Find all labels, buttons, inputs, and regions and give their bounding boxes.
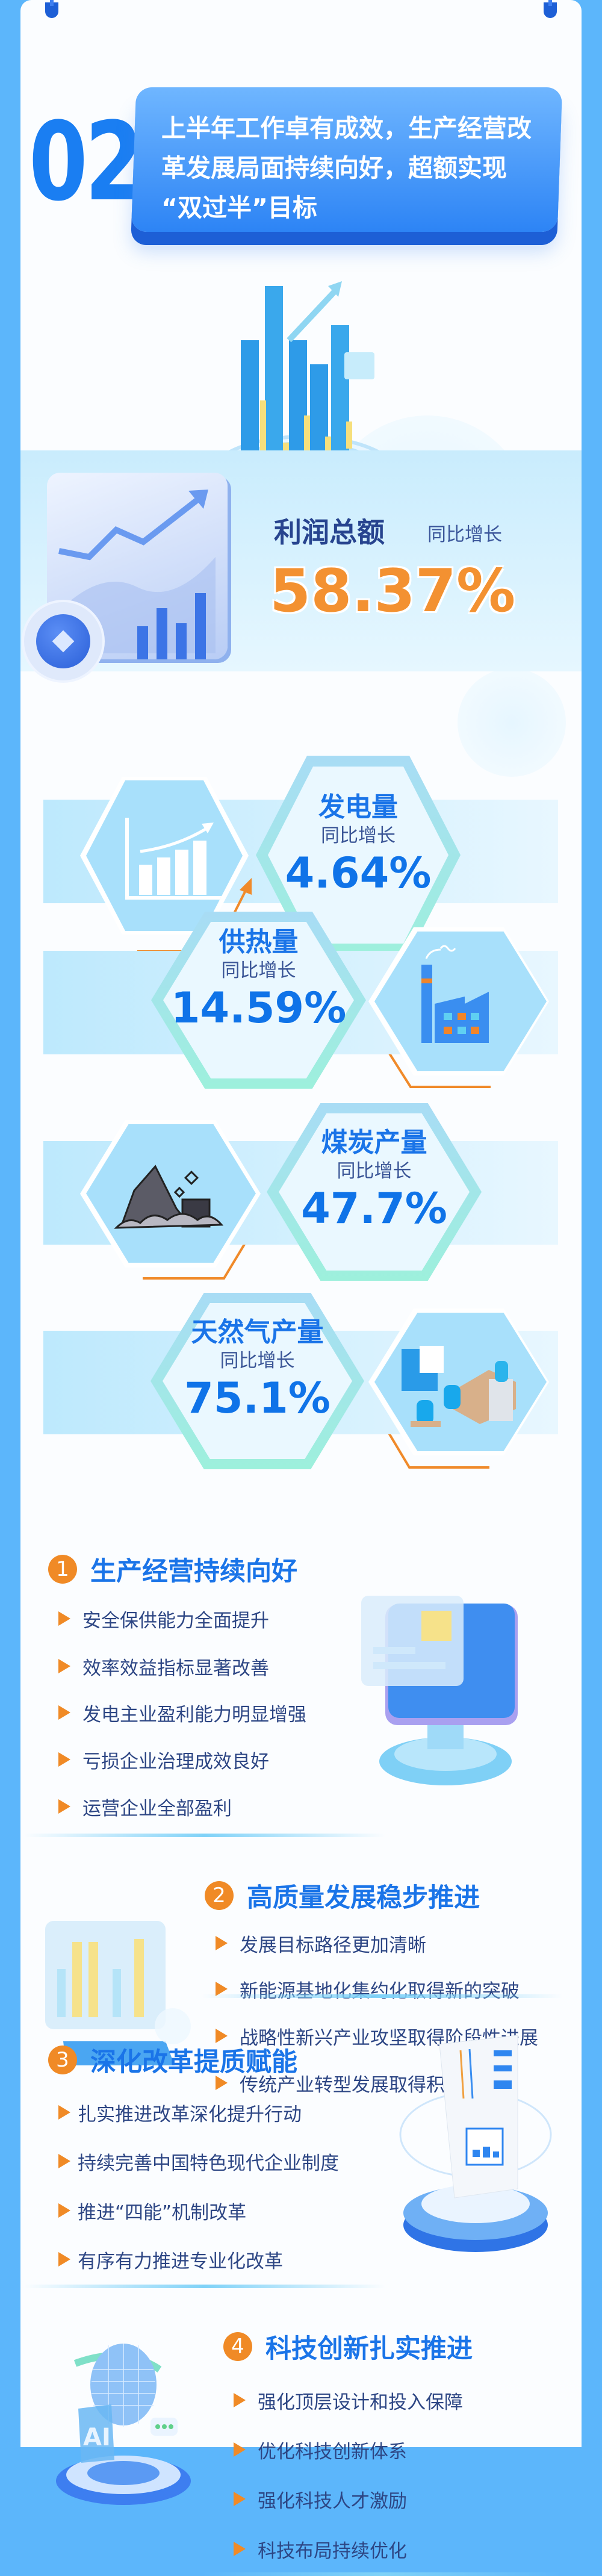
page-title: 上半年工作卓有成效，生产经营改 革发展局面持续向好，超额实现 “双过半”目标 [161, 108, 547, 228]
list-item: 科技布局持续优化 [234, 2536, 407, 2562]
bullet-triangle-icon [58, 1752, 70, 1767]
number-badge: 3 [48, 2046, 77, 2074]
stat-title: 天然气产量 [191, 1317, 324, 1348]
stat-title: 发电量 [318, 792, 398, 823]
bullet-triangle-icon [216, 2076, 228, 2090]
list-item: 战略性新兴产业攻坚取得阶段性进展 [216, 2023, 538, 2049]
stat-hex-coal: 煤炭产量 同比增长 47.7% [267, 1103, 482, 1281]
bar-board-illustration [45, 1921, 191, 2065]
title-line: 革发展局面持续向好，超额实现 [161, 154, 507, 182]
decor-bubble [458, 668, 566, 777]
list-item: 效率效益指标显著改善 [58, 1653, 269, 1679]
title-line: 上半年工作卓有成效，生产经营改 [161, 114, 532, 143]
stat-value: 47.7% [301, 1184, 447, 1233]
list-item: 强化科技人才激励 [234, 2486, 407, 2512]
stat-subtitle: 同比增长 [220, 1350, 295, 1372]
divider [24, 1834, 385, 1837]
bar-chart-icon [125, 818, 222, 900]
list-item: 新能源基地化集约化取得新的突破 [216, 1976, 520, 2002]
pin-icon [544, 0, 557, 18]
monitor-illustration [361, 1596, 518, 1785]
number-badge: 1 [48, 1555, 77, 1584]
pin-icon [45, 0, 58, 18]
bullet-triangle-icon [58, 1799, 70, 1814]
stat-value: 75.1% [184, 1374, 330, 1423]
stat-value: 4.64% [285, 848, 432, 898]
bullet-triangle-icon [58, 2252, 70, 2266]
number-badge: 2 [205, 1881, 234, 1910]
factory-icon [421, 945, 489, 1043]
list-item: 强化顶层设计和投入保障 [234, 2387, 463, 2413]
ai-label: AI [83, 2424, 111, 2451]
bullet-triangle-icon [58, 2105, 70, 2120]
stat-subtitle: 同比增长 [337, 1160, 412, 1182]
document-podium-illustration [399, 2035, 552, 2252]
list-item: 持续完善中国特色现代企业制度 [58, 2148, 339, 2174]
number-badge: 4 [223, 2332, 252, 2361]
list-item: 运营企业全部盈利 [58, 1793, 232, 1820]
stat-title: 供热量 [219, 927, 299, 957]
gas-plant-icon [402, 1346, 516, 1427]
divider [24, 2285, 385, 2288]
list-item: 亏损企业治理成效良好 [58, 1746, 269, 1773]
divider [202, 1994, 563, 1998]
bullet-triangle-icon [234, 2492, 246, 2506]
growth-chart-icon [47, 473, 228, 659]
ai-head-illustration: AI [54, 2333, 196, 2508]
section-title: 深化改革提质赋能 [90, 2047, 297, 2077]
bullet-triangle-icon [58, 1611, 70, 1626]
bullet-triangle-icon [234, 2393, 246, 2407]
profit-subtitle: 同比增长 [427, 524, 502, 546]
list-item: 优化科技创新体系 [234, 2436, 407, 2463]
list-item: 有序有力推进专业化改革 [58, 2246, 283, 2273]
stat-hex-power: 发电量 同比增长 4.64% [256, 756, 461, 954]
bullet-triangle-icon [216, 1936, 228, 1950]
bullet-triangle-icon [58, 1659, 70, 1673]
divider [202, 2572, 563, 2576]
profit-title: 利润总额 [274, 516, 385, 549]
bullet-triangle-icon [58, 2154, 70, 2168]
bullet-triangle-icon [58, 1705, 70, 1720]
list-item: 扎实推进改革深化提升行动 [58, 2099, 302, 2126]
profit-value: 58.37% [270, 557, 516, 626]
stat-value: 14.59% [170, 983, 347, 1033]
stat-title: 煤炭产量 [321, 1127, 427, 1158]
section-heading: 3 深化改革提质赋能 [48, 2041, 297, 2079]
section-title: 生产经营持续向好 [90, 1557, 297, 1587]
bullet-triangle-icon [234, 2442, 246, 2457]
list-item: 发展目标路径更加清晰 [216, 1930, 426, 1956]
section-title: 科技创新扎实推进 [265, 2334, 473, 2364]
stat-hex-heat: 供热量 同比增长 14.59% [151, 912, 366, 1089]
bullet-triangle-icon [216, 2029, 228, 2043]
stat-subtitle: 同比增长 [321, 825, 396, 847]
bullet-triangle-icon [216, 1982, 228, 1996]
coal-icon [114, 1165, 224, 1229]
list-item: 推进“四能”机制改革 [58, 2197, 246, 2224]
section-heading: 4 科技创新扎实推进 [223, 2328, 473, 2365]
section-heading: 2 高质量发展稳步推进 [205, 1877, 480, 1914]
section-number: 02 [29, 99, 144, 225]
section-title: 高质量发展稳步推进 [247, 1883, 480, 1913]
stat-subtitle: 同比增长 [221, 960, 296, 982]
section-heading: 1 生产经营持续向好 [48, 1551, 297, 1588]
title-line: “双过半”目标 [161, 193, 317, 222]
bullet-triangle-icon [234, 2542, 246, 2556]
list-item: 安全保供能力全面提升 [58, 1605, 269, 1632]
bullet-triangle-icon [58, 2203, 70, 2218]
list-item: 发电主业盈利能力明显增强 [58, 1699, 306, 1726]
